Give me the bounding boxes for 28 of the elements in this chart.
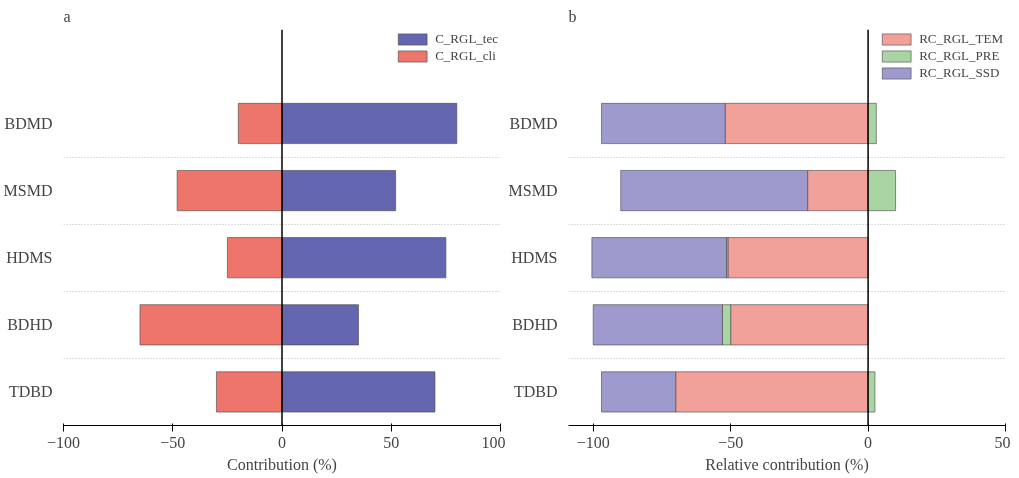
x-tick-label: 100 (481, 433, 506, 451)
x-axis-title: Contribution (%) (227, 455, 337, 474)
x-tick-label: −50 (718, 433, 744, 451)
y-tick-label: TDBD (8, 383, 53, 401)
legend-label: C_RGL_cli (435, 48, 496, 64)
y-tick-label: BDMD (4, 114, 53, 132)
x-tick-label: 50 (994, 433, 1011, 451)
legend-label: RC_RGL_TEM (919, 31, 1003, 47)
chart-title: b (568, 7, 577, 25)
y-tick-label: BDMD (509, 114, 558, 132)
x-axis-title: Relative contribution (%) (705, 455, 869, 474)
chart-title: a (63, 7, 71, 25)
x-tick-label: 50 (383, 433, 400, 451)
x-tick-label: 0 (278, 433, 286, 451)
y-tick-label: BDHD (7, 316, 53, 334)
x-tick-label: −100 (576, 433, 610, 451)
y-tick-label: HDMS (511, 249, 558, 267)
x-tick-label: −50 (160, 433, 186, 451)
y-tick-label: MSMD (508, 182, 558, 200)
x-tick-label: −100 (46, 433, 81, 451)
legend-label: RC_RGL_SSD (919, 65, 1000, 81)
x-tick-label: 0 (864, 433, 873, 451)
legend-label: RC_RGL_PRE (919, 48, 1000, 64)
y-tick-label: MSMD (3, 182, 53, 200)
y-tick-label: HDMS (6, 249, 53, 267)
y-tick-label: TDBD (513, 383, 558, 401)
legend-label: C_RGL_tec (435, 31, 498, 47)
y-tick-label: BDHD (512, 316, 558, 334)
